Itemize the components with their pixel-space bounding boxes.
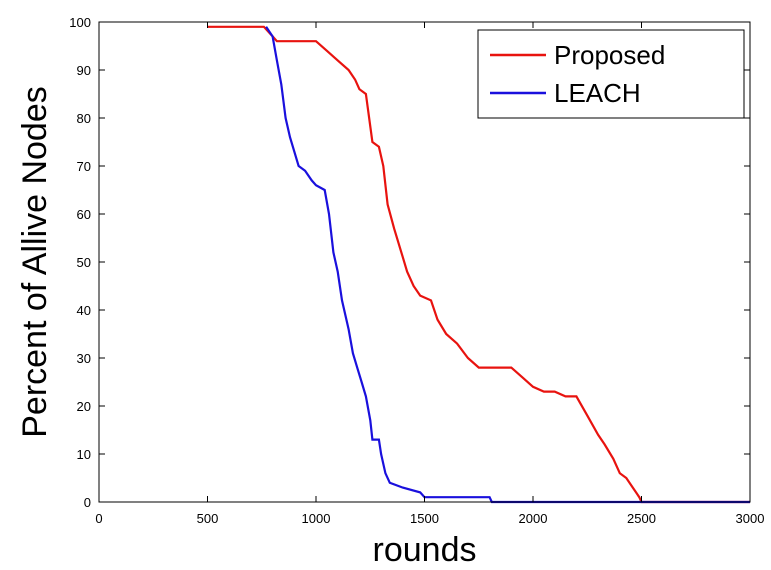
y-tick-label-40: 40 [77,303,91,318]
y-tick-label-0: 0 [84,495,91,510]
series-line-proposed [207,25,750,504]
legend-label-leach: LEACH [554,78,641,108]
x-tick-label-3000: 3000 [736,511,765,526]
legend: Proposed LEACH [477,29,745,119]
series-line-leach [265,26,750,504]
tick-layer: 0 500 1000 1500 2000 2500 3000 0 10 20 30 40 50 60 70 8… [69,15,764,526]
y-tick-label-60: 60 [77,207,91,222]
x-tick-label-500: 500 [197,511,219,526]
x-tick-label-1000: 1000 [302,511,331,526]
x-tick-label-2000: 2000 [519,511,548,526]
x-tick-label-2500: 2500 [627,511,656,526]
y-tick-label-30: 30 [77,351,91,366]
y-tick-label-70: 70 [77,159,91,174]
y-tick-label-20: 20 [77,399,91,414]
y-axis-title: Percent of Allive Nodes [16,86,54,438]
legend-label-proposed: Proposed [554,40,665,70]
y-tick-label-100: 100 [69,15,91,30]
series-layer [207,25,750,504]
legend-box [477,29,745,119]
x-tick-label-1500: 1500 [410,511,439,526]
x-axis-title: rounds [373,531,477,569]
y-tick-label-10: 10 [77,447,91,462]
x-tick-label-0: 0 [95,511,102,526]
y-tick-label-80: 80 [77,111,91,126]
y-tick-label-90: 90 [77,63,91,78]
y-tick-label-50: 50 [77,255,91,270]
